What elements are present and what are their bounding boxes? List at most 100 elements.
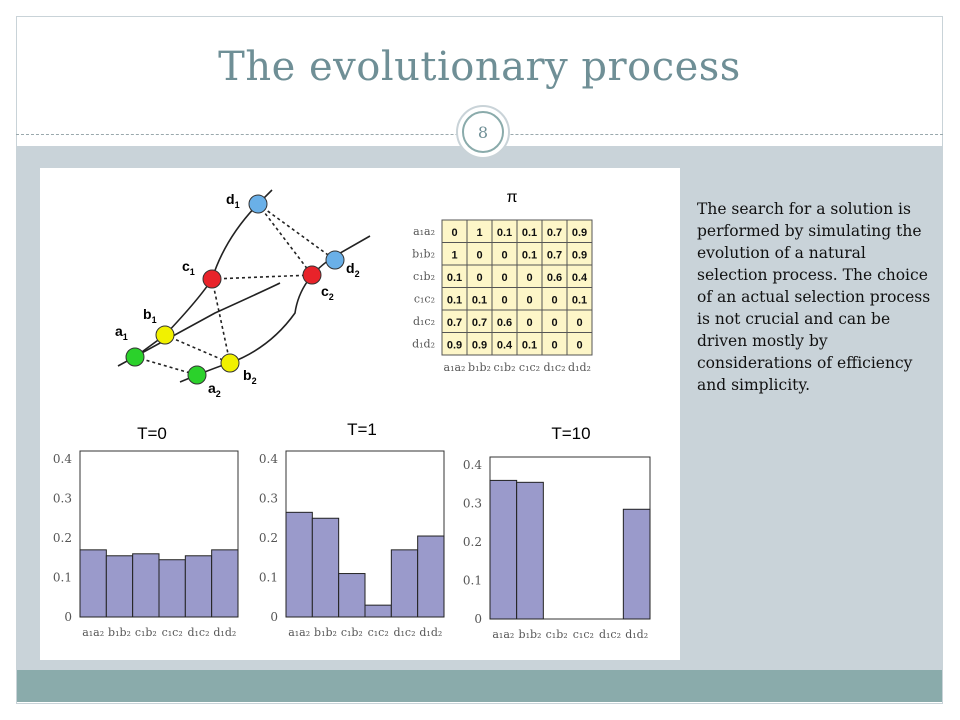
y-tick-label: 0 [270, 610, 278, 624]
bar [184, 555, 213, 618]
matrix-row-label: c₁c₂ [414, 293, 435, 306]
matrix-cell-value: 1 [476, 227, 482, 239]
matrix-row-label: d₁d₂ [412, 338, 435, 351]
bar [79, 549, 107, 618]
bar [211, 549, 239, 618]
matrix-cell-value: 0 [576, 340, 582, 352]
bar [311, 517, 340, 618]
dotted-c1-c2 [211, 274, 313, 280]
x-category-label: b₁b₂ [519, 628, 542, 641]
node-d1 [248, 194, 268, 214]
x-category-label: a₁a₂ [492, 628, 514, 641]
bar [105, 555, 134, 618]
bar [338, 573, 366, 618]
matrix-cell-value: 0.1 [472, 295, 487, 307]
y-tick-label: 0.4 [53, 452, 72, 466]
label-c2: c2 [321, 283, 334, 302]
bar [285, 511, 313, 618]
matrix-row-label: a₁a₂ [413, 225, 435, 238]
matrix-cell-value: 0 [476, 250, 482, 262]
matrix-row-label: c₁b₂ [413, 270, 435, 283]
y-tick-label: 0.1 [53, 571, 72, 585]
y-tick-label: 0 [474, 612, 482, 626]
node-a1 [125, 347, 145, 367]
x-category-label: a₁a₂ [288, 626, 310, 639]
node-c1 [202, 269, 222, 289]
matrix-cell-value: 0 [501, 250, 507, 262]
bar [364, 604, 392, 618]
matrix-cell-value: 0.9 [447, 340, 462, 352]
footer-band [17, 670, 942, 702]
graph: d1 d2 c1 c2 b1 b2 a1 a2 [115, 189, 371, 399]
figure-panel: d1 d2 c1 c2 b1 b2 a1 a2 π a₁a₂ 0 1 0.1 0.1 0.… [40, 168, 680, 660]
histogram-2: T=1 0 0.1 0.2 0.3 0.4 a₁a₂ b₁b₂ c₁b₂ c₁c₂ d₁c₂ d₁d₂ [259, 420, 445, 639]
matrix-cell-box [566, 332, 593, 356]
y-tick-label: 0.2 [463, 535, 482, 549]
matrix-col-label: b₁b₂ [468, 361, 491, 374]
matrix-cell-value: 0.9 [472, 340, 487, 352]
matrix-cell-value: 0 [576, 317, 582, 329]
bar [132, 553, 160, 618]
y-tick-label: 0.1 [259, 571, 278, 585]
dotted-b1-b2 [164, 334, 231, 364]
bar [622, 508, 651, 620]
node-c2 [302, 265, 322, 285]
x-category-label: c₁b₂ [341, 626, 363, 639]
x-category-label: d₁c₂ [393, 626, 415, 639]
chart-title: T=1 [347, 420, 377, 439]
matrix-cell-value: 0.1 [522, 250, 537, 262]
matrix-cell-value: 1 [451, 250, 457, 262]
matrix-cell-value: 0 [526, 272, 532, 284]
matrix-row-label: b₁b₂ [412, 248, 435, 261]
y-tick-label: 0.2 [53, 531, 72, 545]
matrix-cell-value: 0 [526, 295, 532, 307]
pi-matrix: π a₁a₂ 0 1 0.1 0.1 0.7 0.9 b₁b₂ 1 0 0 0.1 0.7 0.9 c₁b₂… [402, 189, 594, 383]
matrix-cell-value: 0 [551, 317, 557, 329]
node-b2 [220, 353, 240, 373]
node-a2 [187, 365, 207, 385]
slide-frame [16, 16, 943, 704]
label-c1: c1 [182, 258, 195, 277]
matrix-cell-value: 0 [526, 317, 532, 329]
histogram-1: T=0 0 0.1 0.2 0.3 0.4 a₁a₂ b₁b₂ c₁b₂ c₁c₂ d₁c₂ d₁d₂ [53, 424, 239, 639]
dotted-d1-d2 [257, 203, 336, 261]
label-d1: d1 [226, 191, 240, 210]
matrix-col-label: c₁b₂ [493, 361, 515, 374]
matrix-col-label: d₁d₂ [568, 361, 591, 374]
path-left [134, 189, 273, 358]
matrix-cell-value: 0.6 [497, 317, 512, 329]
matrix-cell-value: 0 [451, 227, 457, 239]
bar [390, 549, 419, 618]
dotted-c1-b2 [211, 278, 231, 364]
x-category-label: c₁c₂ [573, 628, 594, 641]
x-category-label: d₁d₂ [625, 628, 648, 641]
matrix-cell-value: 0.7 [547, 227, 562, 239]
line-segment [117, 282, 281, 367]
bar [417, 535, 445, 618]
matrix-col-label: d₁c₂ [543, 361, 565, 374]
matrix-row-label: d₁c₂ [413, 315, 435, 328]
x-category-label: d₁c₂ [599, 628, 621, 641]
matrix-cell-value: 0.7 [447, 317, 462, 329]
histogram-charts: T=0 0 0.1 0.2 0.3 0.4 a₁a₂ b₁b₂ c₁b₂ c₁c₂ d₁c₂ d₁d₂… [53, 420, 651, 641]
y-tick-label: 0.1 [463, 574, 482, 588]
matrix-cell-value: 0 [501, 295, 507, 307]
histogram-3: T=10 0 0.1 0.2 0.3 0.4 a₁a₂ b₁b₂ c₁b₂ c₁c₂ d₁c₂ d₁d… [463, 424, 651, 641]
body-text: The search for a solution is performed b… [697, 200, 931, 394]
y-tick-label: 0.4 [463, 458, 482, 472]
matrix-cell-value: 0 [551, 340, 557, 352]
matrix-cell-value: 0.1 [572, 295, 587, 307]
label-b2: b2 [243, 367, 257, 386]
x-category-label: c₁c₂ [368, 626, 389, 639]
matrix-cell-value: 0.1 [447, 272, 462, 284]
y-tick-label: 0.2 [259, 531, 278, 545]
y-tick-label: 0.3 [463, 497, 482, 511]
x-category-label: b₁b₂ [314, 626, 337, 639]
matrix-cell-value: 0.6 [547, 272, 562, 284]
matrix-col-label: a₁a₂ [444, 361, 466, 374]
x-category-label: c₁b₂ [546, 628, 568, 641]
matrix-cell-value: 0 [476, 272, 482, 284]
node-d2 [325, 250, 345, 270]
matrix-cell-value: 0 [551, 295, 557, 307]
dotted-d1-c2 [257, 203, 313, 276]
